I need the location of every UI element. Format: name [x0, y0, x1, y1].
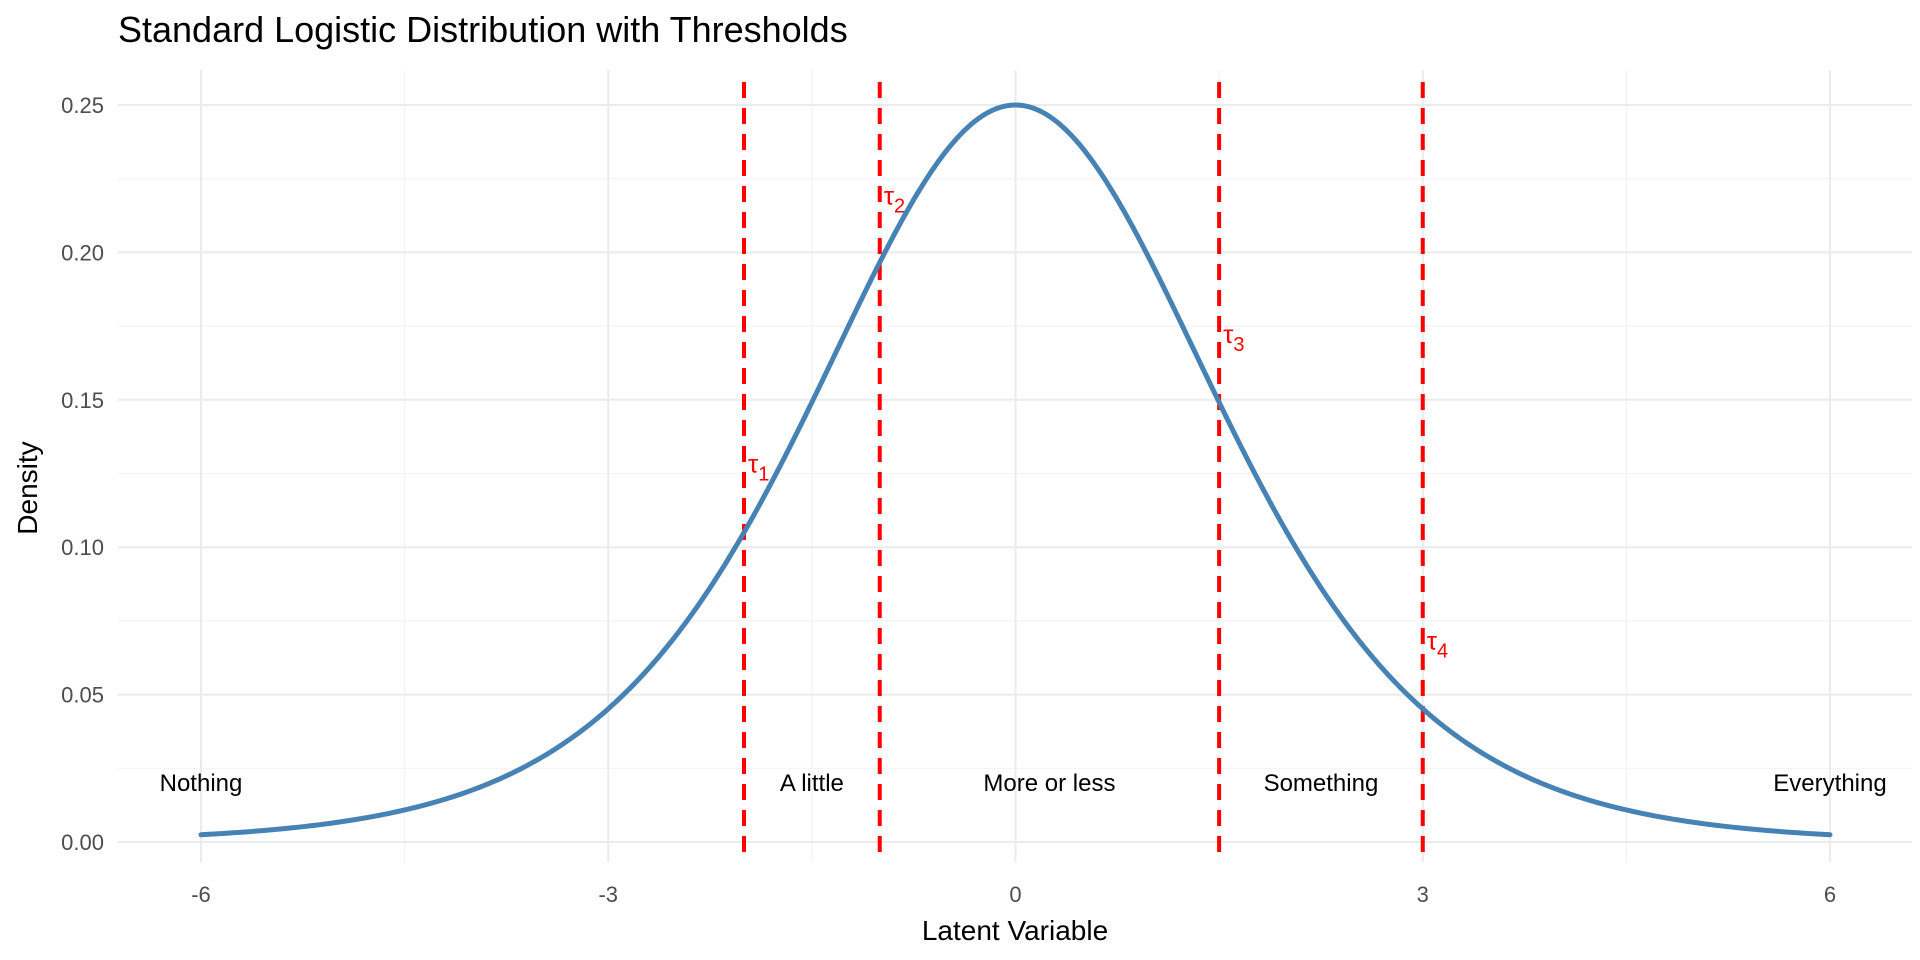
y-tick-label: 0.15: [61, 388, 104, 413]
y-tick-label: 0.05: [61, 683, 104, 708]
y-axis-title: Density: [12, 441, 43, 534]
y-tick-label: 0.10: [61, 535, 104, 560]
category-label: Everything: [1773, 770, 1886, 797]
threshold-label: τ2: [884, 180, 905, 217]
x-tick-label: -3: [598, 882, 618, 907]
x-tick-label: -6: [191, 882, 211, 907]
y-tick-label: 0.20: [61, 240, 104, 265]
x-tick-label: 3: [1417, 882, 1429, 907]
y-tick-label: 0.00: [61, 830, 104, 855]
density-series: [198, 102, 1833, 838]
annotations: τ1 τ2 τ3 τ4 Nothing A little More or less Somet…: [160, 180, 1887, 797]
category-label: A little: [780, 770, 844, 797]
x-axis-title: Latent Variable: [922, 915, 1108, 946]
y-tick-label: 0.25: [61, 93, 104, 118]
chart-title: Standard Logistic Distribution with Thre…: [118, 9, 848, 50]
threshold-label: τ1: [748, 449, 769, 486]
grid: [118, 70, 1912, 862]
axes: -6 -3 0 3 6 0.00 0.05 0.10 0.15 0.20 0.25: [61, 93, 1836, 907]
x-tick-label: 6: [1824, 882, 1836, 907]
threshold-label: τ3: [1223, 319, 1244, 356]
category-label: More or less: [983, 770, 1115, 797]
x-tick-label: 0: [1009, 882, 1021, 907]
density-curve: [198, 102, 1833, 838]
threshold-lines: [742, 82, 1425, 862]
category-label: Something: [1264, 770, 1379, 797]
category-label: Nothing: [160, 770, 243, 797]
threshold-label: τ4: [1427, 626, 1448, 663]
